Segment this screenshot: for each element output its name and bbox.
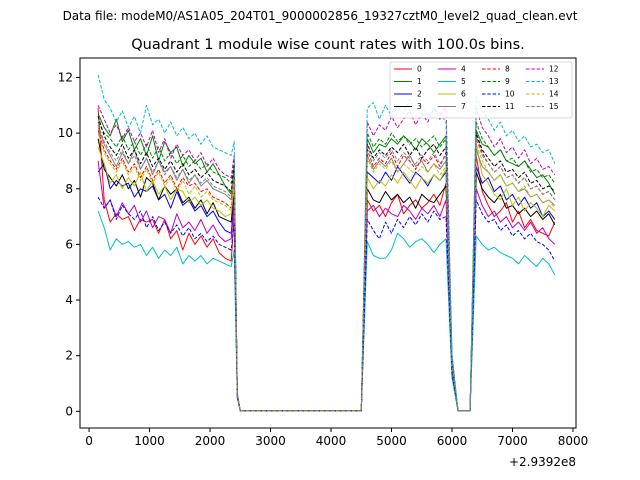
y-tick-label: 4 [65,293,73,307]
legend-label-2: 2 [417,90,422,99]
series-line-10 [97,196,556,412]
legend-label-1: 1 [417,77,422,86]
y-tick-label: 12 [58,70,73,84]
legend-label-11: 11 [505,102,515,111]
x-tick-label: 8000 [558,434,589,448]
x-tick-label: 2000 [195,434,226,448]
legend-label-12: 12 [549,65,559,74]
legend-label-13: 13 [549,77,559,86]
legend-label-5: 5 [461,77,466,86]
x-tick-label: 5000 [376,434,407,448]
legend-label-4: 4 [461,65,466,74]
legend-label-14: 14 [549,90,559,99]
legend-label-3: 3 [417,102,422,111]
series-line-0 [97,108,556,412]
legend-label-8: 8 [505,65,510,74]
series-line-7 [97,127,556,412]
x-tick-label: 0 [85,434,93,448]
x-tick-label: 7000 [497,434,528,448]
x-tick-label: 1000 [134,434,165,448]
x-tick-label: 3000 [255,434,286,448]
axis-ticks: 0 1000 2000 3000 4000 5000 6000 7000 8000 0 2 4 6 8 10… [58,70,589,448]
series-line-8 [97,130,556,412]
chart-title: Quadrant 1 module wise count rates with … [131,37,525,53]
legend-label-6: 6 [461,90,466,99]
legend-label-15: 15 [549,102,559,111]
series-line-5 [97,210,556,412]
y-tick-label: 2 [65,349,73,363]
series-line-13 [97,74,556,412]
y-tick-label: 6 [65,237,73,251]
series-line-12 [97,104,556,412]
legend-label-10: 10 [505,90,515,99]
y-tick-label: 8 [65,182,73,196]
series-line-11 [97,116,556,412]
legend-label-7: 7 [461,102,466,111]
y-tick-label: 0 [65,404,73,418]
legend-label-0: 0 [417,65,422,74]
x-tick-label: 4000 [316,434,347,448]
legend-box [389,61,573,119]
x-axis-offset-label: +2.9392e8 [509,455,576,469]
series-lines [97,74,556,412]
series-line-15 [97,124,556,412]
series-line-9 [97,121,556,412]
x-tick-label: 6000 [437,434,468,448]
legend-label-9: 9 [505,77,510,86]
y-tick-label: 10 [58,126,73,140]
data-file-caption: Data file: modeM0/AS1A05_204T01_90000028… [63,9,578,23]
series-line-14 [97,132,556,412]
plot-frame [79,57,577,429]
